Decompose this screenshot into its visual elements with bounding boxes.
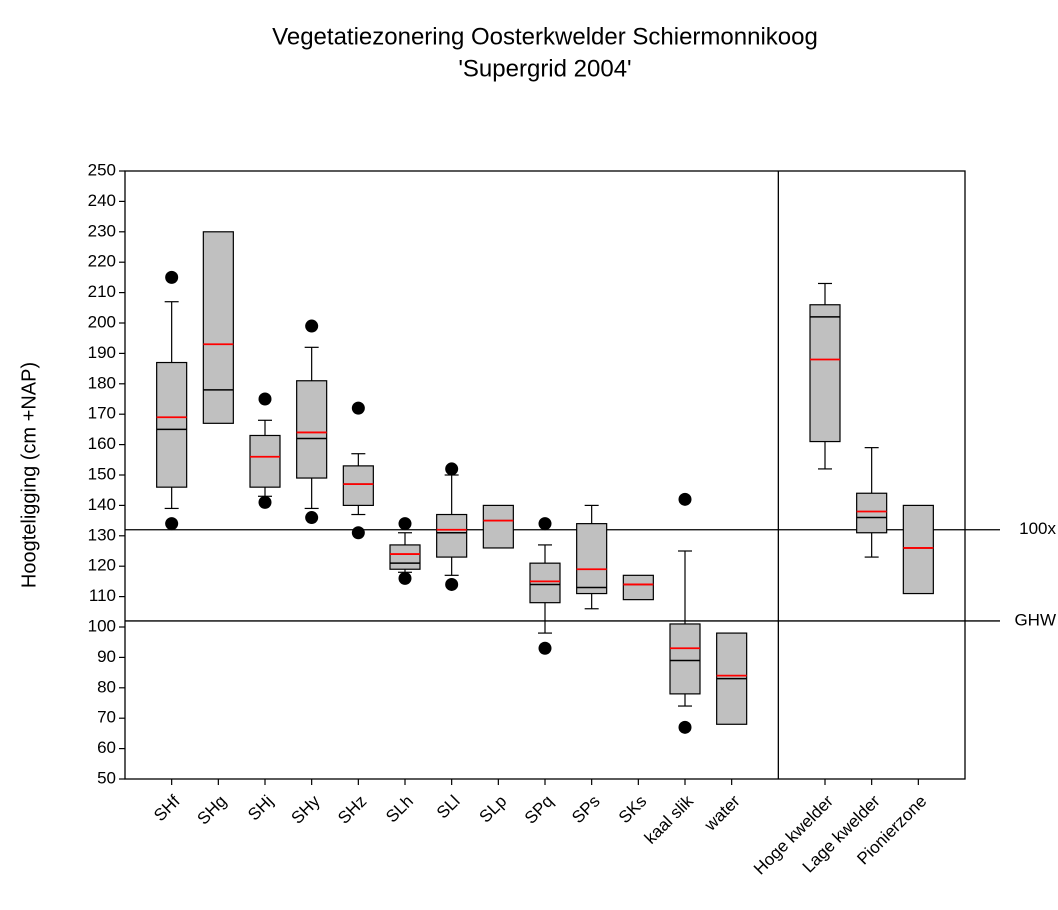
y-axis-label: Hoogteligging (cm +NAP): [18, 362, 40, 588]
y-tick-label: 100: [88, 616, 116, 635]
y-tick-label: 130: [88, 525, 116, 544]
outlier: [258, 495, 272, 509]
x-tick-label: SKs: [615, 792, 650, 827]
x-tick-label: SHz: [334, 792, 370, 828]
outlier: [165, 270, 179, 284]
x-tick-label: kaal slik: [641, 791, 698, 848]
y-tick-label: 60: [97, 738, 116, 757]
chart-title: Vegetatiezonering Oosterkwelder Schiermo…: [272, 23, 818, 50]
y-tick-label: 110: [89, 586, 116, 605]
x-tick-label: SHf: [150, 791, 184, 825]
box: [482, 504, 514, 549]
outlier: [305, 319, 319, 333]
x-tick-label: SHg: [194, 792, 231, 829]
box: [529, 562, 561, 604]
y-tick-label: 170: [88, 404, 116, 423]
x-tick-label: SHy: [288, 791, 324, 827]
outlier: [258, 392, 272, 406]
box: [622, 574, 654, 601]
x-tick-label: SPs: [568, 792, 603, 827]
y-tick-label: 160: [88, 434, 116, 453]
box: [436, 513, 468, 558]
outlier: [678, 720, 692, 734]
box: [389, 544, 421, 570]
y-tick-label: 120: [88, 556, 116, 575]
y-tick-label: 50: [97, 768, 116, 787]
box: [576, 523, 608, 595]
box: [296, 380, 328, 479]
outlier: [538, 641, 552, 655]
y-tick-label: 250: [88, 160, 116, 179]
x-tick-label: SPq: [521, 792, 557, 828]
outlier: [398, 571, 412, 585]
y-tick-label: 230: [88, 221, 116, 240]
outlier: [678, 492, 692, 506]
x-tick-label: SHj: [244, 792, 277, 825]
x-tick-label: SLl: [433, 792, 464, 823]
y-tick-label: 90: [97, 647, 116, 666]
outlier: [445, 462, 459, 476]
box: [669, 623, 701, 695]
x-tick-label: water: [700, 791, 744, 835]
x-tick-label: SLp: [476, 792, 511, 827]
x-tick-label: Hoge kwelder: [750, 791, 837, 878]
chart-subtitle: 'Supergrid 2004': [458, 55, 631, 82]
y-tick-label: 240: [88, 191, 116, 210]
y-tick-label: 70: [97, 708, 116, 727]
y-tick-label: 180: [88, 373, 116, 392]
outlier: [398, 517, 412, 531]
outlier: [445, 577, 459, 591]
y-tick-label: 220: [88, 252, 116, 271]
y-tick-label: 80: [97, 677, 116, 696]
x-tick-label: SLh: [382, 792, 417, 827]
box: [809, 304, 841, 443]
outlier: [351, 401, 365, 415]
outlier: [165, 517, 179, 531]
box: [156, 361, 188, 488]
reference-label: 100x: [1019, 519, 1056, 538]
y-tick-label: 210: [88, 282, 116, 301]
y-tick-label: 190: [88, 343, 116, 362]
y-tick-label: 150: [88, 464, 116, 483]
outlier: [351, 526, 365, 540]
outlier: [538, 517, 552, 531]
box: [902, 504, 934, 595]
box: [342, 465, 374, 507]
box: [249, 434, 281, 488]
outlier: [305, 511, 319, 525]
y-tick-label: 140: [88, 495, 116, 514]
box: [856, 492, 888, 534]
box: [202, 231, 234, 424]
y-tick-label: 200: [88, 312, 116, 331]
reference-label: GHW: [1014, 610, 1056, 629]
